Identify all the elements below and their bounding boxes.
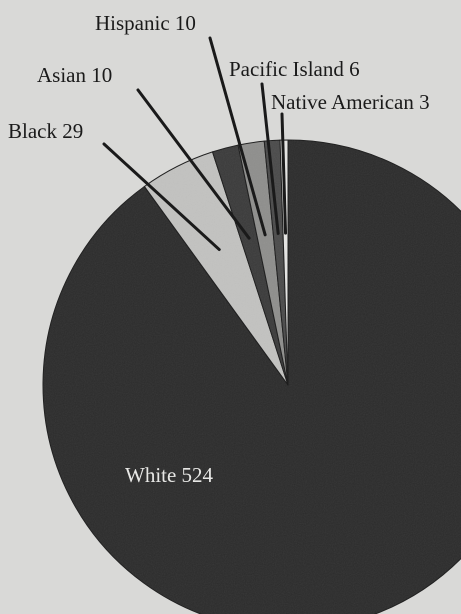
slice-texture-hispanic — [238, 141, 288, 385]
leader-line-native-american — [280, 112, 288, 235]
slice-label-white: White 524 — [125, 463, 214, 487]
slice-label-native-american: Native American 3 — [271, 90, 430, 114]
slice-label-black: Black 29 — [8, 119, 83, 143]
slice-label-hispanic: Hispanic 10 — [95, 11, 196, 35]
slice-labels: White 524 Black 29 Asian 10 Hispanic 10 Paci… — [8, 11, 430, 487]
slice-texture-asian — [212, 145, 288, 385]
leader-line-black — [102, 142, 221, 252]
leader-line-pacific-island — [260, 82, 280, 235]
leader-line-hispanic — [208, 36, 267, 237]
slice-texture-black — [144, 151, 288, 385]
slice-texture-pacific-island — [264, 140, 288, 385]
slice-texture-white — [43, 140, 461, 614]
leader-lines — [102, 36, 288, 252]
pie-slices — [42, 139, 461, 614]
leader-line-asian — [136, 88, 251, 240]
slice-label-asian: Asian 10 — [37, 63, 112, 87]
slice-label-pacific-island: Pacific Island 6 — [229, 57, 360, 81]
